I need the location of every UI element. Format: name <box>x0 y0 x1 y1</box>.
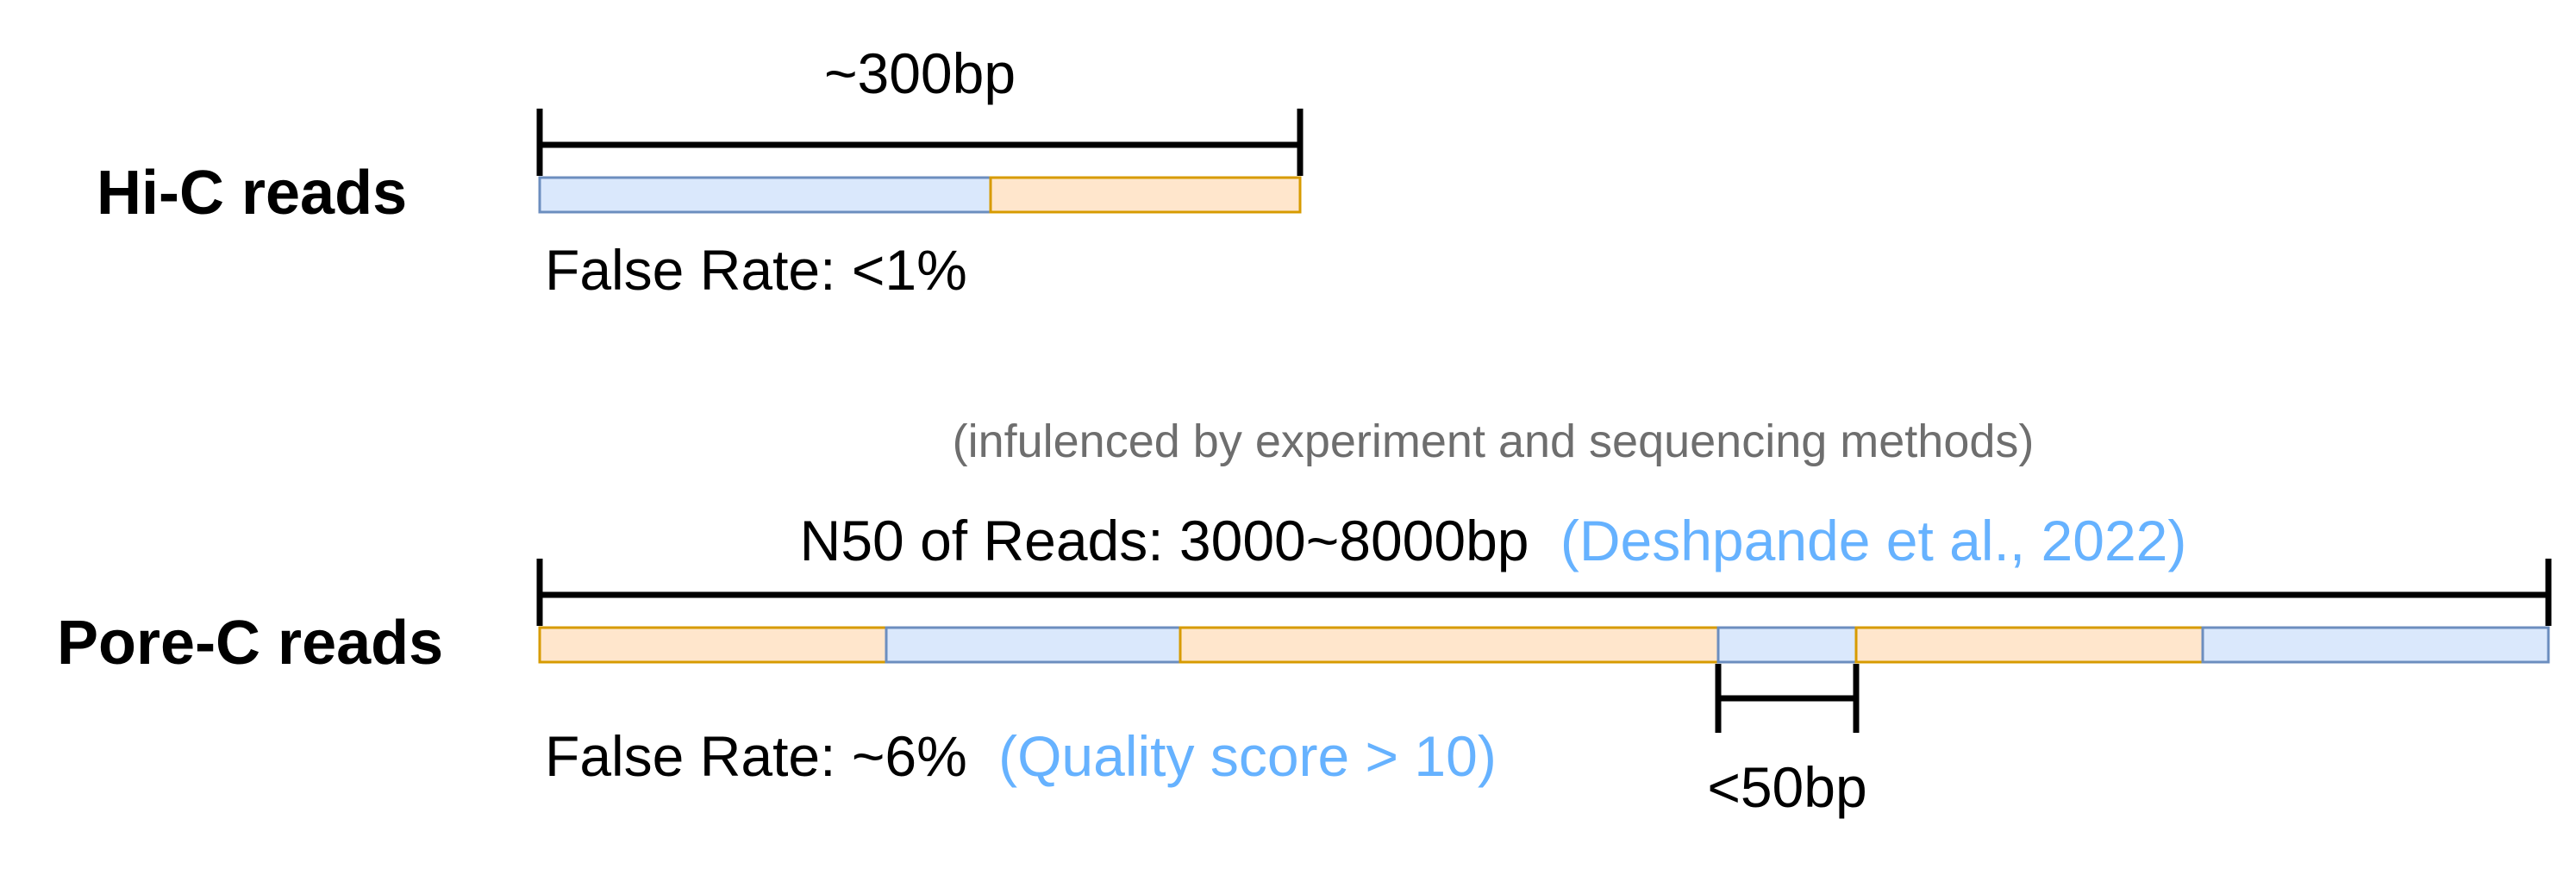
hic-false-rate: False Rate: <1% <box>545 238 967 302</box>
porec-false-rate: False Rate: ~6% <box>545 724 967 788</box>
hic-length-bracket <box>536 109 1304 176</box>
porec-segment-blue <box>2201 626 2550 664</box>
porec-n50-line: N50 of Reads: 3000~8000bp (Deshpande et … <box>800 509 2187 572</box>
porec-segment-orange <box>1179 626 1720 664</box>
porec-segment-orange <box>538 626 888 664</box>
porec-segment-blue <box>1716 626 1858 664</box>
porec-gap-bracket <box>1715 664 1860 733</box>
hic-segment-orange <box>989 176 1302 214</box>
hic-row-label: Hi-C reads <box>97 159 407 228</box>
porec-false-rate-line: False Rate: ~6% (Quality score > 10) <box>545 724 1497 788</box>
porec-segment-blue <box>885 626 1182 664</box>
porec-n50-citation: (Deshpande et al., 2022) <box>1560 509 2186 572</box>
porec-gap-label: <50bp <box>1707 755 1866 819</box>
porec-row-label: Pore-C reads <box>57 609 443 678</box>
porec-segment-orange <box>1854 626 2204 664</box>
porec-quality-note: (Quality score > 10) <box>998 724 1497 788</box>
hic-read-bar <box>538 176 1302 214</box>
porec-read-bar <box>538 626 2550 664</box>
hic-length-label: ~300bp <box>824 41 1016 105</box>
porec-length-bracket <box>536 559 2552 626</box>
hic-segment-blue <box>538 176 992 214</box>
porec-n50-label: N50 of Reads: 3000~8000bp <box>800 509 1529 572</box>
porec-note: (infulenced by experiment and sequencing… <box>953 416 2035 467</box>
